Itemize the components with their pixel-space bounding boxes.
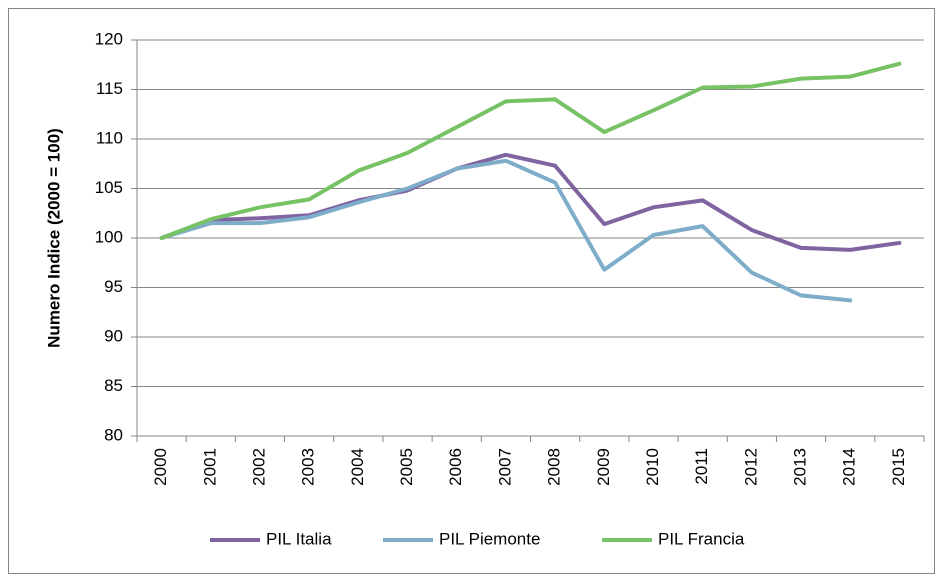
series-line <box>159 152 902 252</box>
x-tick-label: 2010 <box>643 448 662 486</box>
x-tick-label: 2011 <box>692 448 711 485</box>
y-tick-label: 115 <box>96 79 123 98</box>
y-tick-label: 120 <box>95 29 123 48</box>
x-tick-label: 2008 <box>545 448 564 486</box>
x-tick-label: 2000 <box>151 448 170 486</box>
x-tick-label: 2006 <box>446 448 465 486</box>
x-tick-label: 2009 <box>594 448 613 486</box>
x-tick-label: 2004 <box>348 448 367 486</box>
series-line <box>159 61 902 240</box>
y-tick-label: 95 <box>104 277 123 296</box>
x-tick-label: 2015 <box>889 448 908 486</box>
x-tick-label: 2013 <box>791 448 810 486</box>
x-tick-label: 2002 <box>249 448 268 486</box>
y-tick-label: 105 <box>95 178 123 197</box>
chart-border <box>8 8 935 574</box>
series-line <box>159 158 853 303</box>
x-tick-label: 2001 <box>200 448 219 486</box>
legend-label: PIL Francia <box>658 529 745 548</box>
y-tick-label: 110 <box>96 128 123 147</box>
x-tick-label: 2012 <box>741 448 760 486</box>
x-tick-label: 2003 <box>299 448 318 486</box>
y-tick-label: 100 <box>95 227 123 246</box>
x-tick-label: 2005 <box>397 448 416 486</box>
x-tick-label: 2007 <box>495 448 514 486</box>
y-axis-label: Numero Indice (2000 = 100) <box>44 128 63 348</box>
y-tick-label: 90 <box>104 326 123 345</box>
legend-label: PIL Italia <box>266 529 332 548</box>
legend-label: PIL Piemonte <box>439 529 540 548</box>
y-tick-label: 85 <box>104 376 123 395</box>
x-tick-label: 2014 <box>840 448 859 486</box>
y-tick-label: 80 <box>104 425 123 444</box>
